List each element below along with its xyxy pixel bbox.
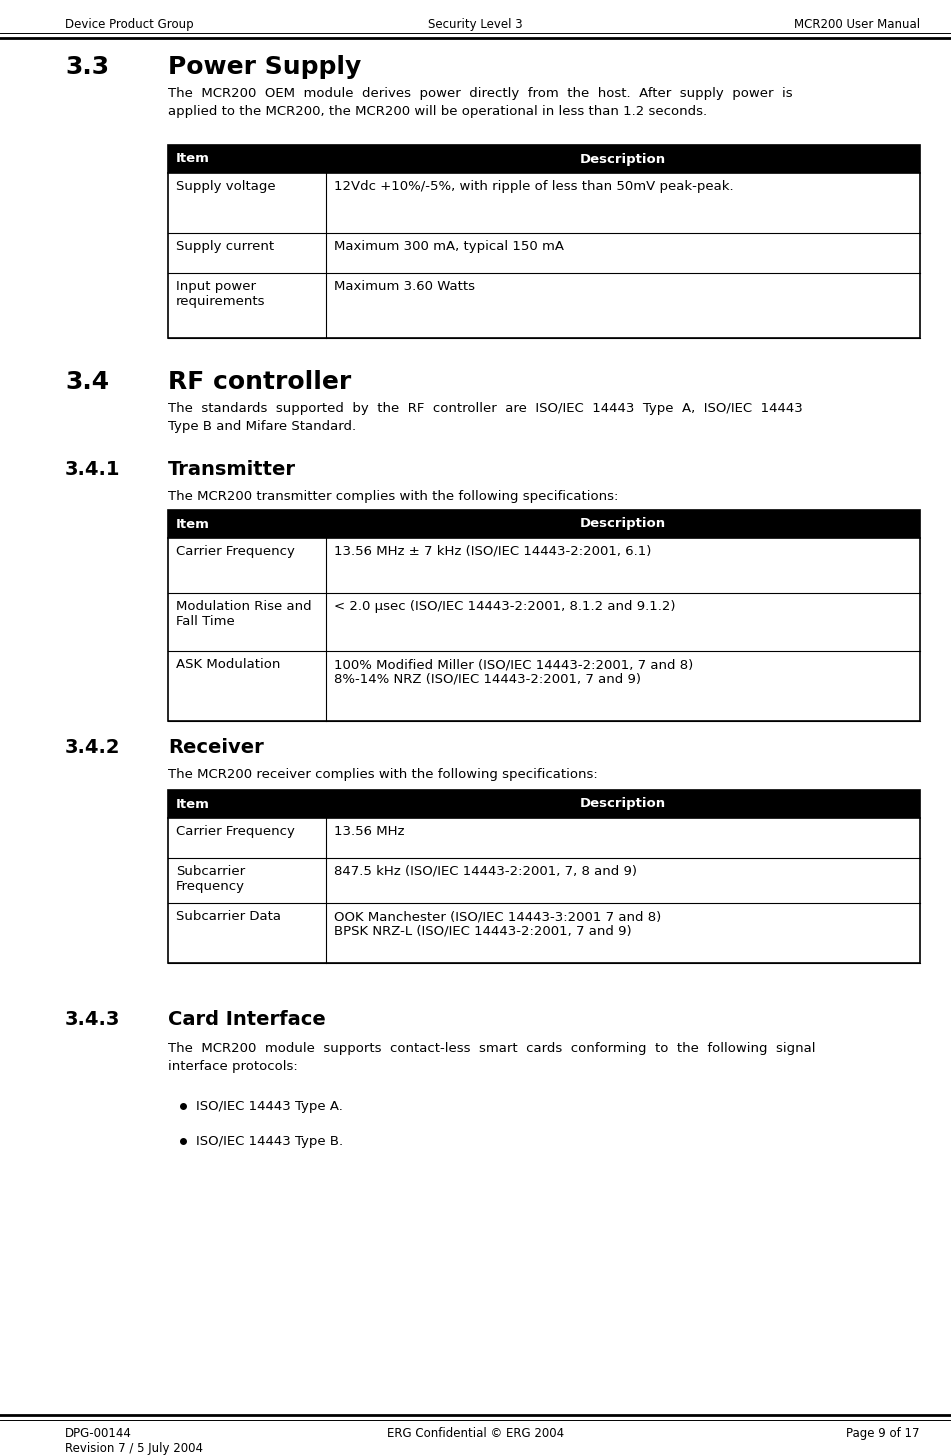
- Text: 100% Modified Miller (ISO/IEC 14443-2:2001, 7 and 8)
8%-14% NRZ (ISO/IEC 14443-2: 100% Modified Miller (ISO/IEC 14443-2:20…: [334, 658, 693, 685]
- Text: Receiver: Receiver: [168, 738, 263, 757]
- Text: Security Level 3: Security Level 3: [428, 17, 523, 31]
- Text: ISO/IEC 14443 Type B.: ISO/IEC 14443 Type B.: [196, 1135, 343, 1148]
- Text: Description: Description: [580, 518, 666, 531]
- Bar: [168, 233, 920, 274]
- Text: Description: Description: [580, 153, 666, 166]
- Bar: [168, 858, 920, 904]
- Text: Supply current: Supply current: [176, 240, 274, 253]
- Text: Subcarrier
Frequency: Subcarrier Frequency: [176, 866, 245, 893]
- Text: 3.3: 3.3: [65, 55, 109, 79]
- Text: Input power
requirements: Input power requirements: [176, 279, 265, 308]
- Text: Subcarrier Data: Subcarrier Data: [176, 909, 281, 922]
- Bar: [168, 904, 920, 963]
- Bar: [168, 790, 920, 818]
- Text: ISO/IEC 14443 Type A.: ISO/IEC 14443 Type A.: [196, 1100, 343, 1113]
- Text: Maximum 3.60 Watts: Maximum 3.60 Watts: [334, 279, 475, 292]
- Text: 3.4.3: 3.4.3: [65, 1010, 121, 1029]
- Text: DPG-00144: DPG-00144: [65, 1427, 132, 1440]
- Text: applied to the MCR200, the MCR200 will be operational in less than 1.2 seconds.: applied to the MCR200, the MCR200 will b…: [168, 105, 708, 118]
- Text: The  standards  supported  by  the  RF  controller  are  ISO/IEC  14443  Type  A: The standards supported by the RF contro…: [168, 402, 803, 415]
- Text: Item: Item: [176, 797, 210, 810]
- Bar: [168, 538, 920, 594]
- Text: < 2.0 μsec (ISO/IEC 14443-2:2001, 8.1.2 and 9.1.2): < 2.0 μsec (ISO/IEC 14443-2:2001, 8.1.2 …: [334, 599, 675, 613]
- Text: The  MCR200  module  supports  contact-less  smart  cards  conforming  to  the  : The MCR200 module supports contact-less …: [168, 1042, 816, 1055]
- Text: Revision 7 / 5 July 2004: Revision 7 / 5 July 2004: [65, 1442, 203, 1455]
- Text: MCR200 User Manual: MCR200 User Manual: [794, 17, 920, 31]
- Text: Device Product Group: Device Product Group: [65, 17, 194, 31]
- Text: 3.4: 3.4: [65, 370, 109, 394]
- Text: The  MCR200  OEM  module  derives  power  directly  from  the  host.  After  sup: The MCR200 OEM module derives power dire…: [168, 87, 792, 100]
- Text: Type B and Mifare Standard.: Type B and Mifare Standard.: [168, 420, 356, 434]
- Text: 13.56 MHz ± 7 kHz (ISO/IEC 14443-2:2001, 6.1): 13.56 MHz ± 7 kHz (ISO/IEC 14443-2:2001,…: [334, 546, 651, 559]
- Text: ERG Confidential © ERG 2004: ERG Confidential © ERG 2004: [387, 1427, 564, 1440]
- Text: Power Supply: Power Supply: [168, 55, 361, 79]
- Text: Maximum 300 mA, typical 150 mA: Maximum 300 mA, typical 150 mA: [334, 240, 564, 253]
- Text: Transmitter: Transmitter: [168, 460, 296, 479]
- Text: Supply voltage: Supply voltage: [176, 180, 276, 194]
- Bar: [168, 818, 920, 858]
- Bar: [168, 511, 920, 538]
- Text: RF controller: RF controller: [168, 370, 351, 394]
- Text: interface protocols:: interface protocols:: [168, 1061, 298, 1072]
- Text: OOK Manchester (ISO/IEC 14443-3:2001 7 and 8)
BPSK NRZ-L (ISO/IEC 14443-2:2001, : OOK Manchester (ISO/IEC 14443-3:2001 7 a…: [334, 909, 661, 938]
- Bar: [168, 650, 920, 722]
- Text: 3.4.1: 3.4.1: [65, 460, 121, 479]
- Text: ASK Modulation: ASK Modulation: [176, 658, 281, 671]
- Text: Card Interface: Card Interface: [168, 1010, 326, 1029]
- Bar: [168, 146, 920, 338]
- Bar: [168, 790, 920, 963]
- Text: The MCR200 receiver complies with the following specifications:: The MCR200 receiver complies with the fo…: [168, 768, 598, 781]
- Text: Description: Description: [580, 797, 666, 810]
- Text: Carrier Frequency: Carrier Frequency: [176, 546, 295, 559]
- Bar: [168, 511, 920, 722]
- Text: Item: Item: [176, 153, 210, 166]
- Text: Page 9 of 17: Page 9 of 17: [846, 1427, 920, 1440]
- Bar: [168, 173, 920, 233]
- Text: The MCR200 transmitter complies with the following specifications:: The MCR200 transmitter complies with the…: [168, 490, 618, 503]
- Text: Modulation Rise and
Fall Time: Modulation Rise and Fall Time: [176, 599, 312, 629]
- Text: 3.4.2: 3.4.2: [65, 738, 121, 757]
- Bar: [168, 274, 920, 338]
- Text: 847.5 kHz (ISO/IEC 14443-2:2001, 7, 8 and 9): 847.5 kHz (ISO/IEC 14443-2:2001, 7, 8 an…: [334, 866, 637, 877]
- Bar: [168, 146, 920, 173]
- Text: 12Vdc +10%/-5%, with ripple of less than 50mV peak-peak.: 12Vdc +10%/-5%, with ripple of less than…: [334, 180, 733, 194]
- Text: Carrier Frequency: Carrier Frequency: [176, 825, 295, 838]
- Text: 13.56 MHz: 13.56 MHz: [334, 825, 404, 838]
- Bar: [168, 594, 920, 650]
- Text: Item: Item: [176, 518, 210, 531]
